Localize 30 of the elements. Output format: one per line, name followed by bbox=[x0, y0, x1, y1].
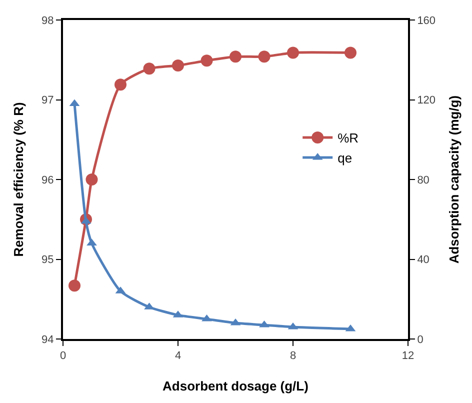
y-axis-title: Removal efficiency (% R) bbox=[11, 102, 26, 257]
y2-tick-label: 0 bbox=[417, 334, 424, 346]
y-tick-label: 94 bbox=[42, 334, 54, 346]
x-tick-label: 12 bbox=[402, 350, 414, 362]
legend-label: %R bbox=[338, 130, 359, 146]
legend-label: qe bbox=[338, 150, 352, 166]
point bbox=[86, 174, 98, 186]
point bbox=[258, 50, 270, 63]
point bbox=[68, 280, 80, 292]
point bbox=[86, 238, 97, 246]
x-tick-label: 4 bbox=[174, 350, 182, 362]
y2-tick-label: 160 bbox=[417, 14, 436, 27]
y2-tick-label: 120 bbox=[417, 94, 436, 107]
x-tick-label: 0 bbox=[60, 350, 66, 362]
x-tick-label: 8 bbox=[290, 350, 296, 362]
point bbox=[200, 54, 213, 67]
y-tick-label: 97 bbox=[42, 94, 54, 107]
point bbox=[114, 78, 126, 91]
point bbox=[172, 59, 184, 72]
y2-axis-title: Adsorption capacity (mg/g) bbox=[446, 95, 462, 264]
y2-tick-label: 40 bbox=[417, 254, 430, 266]
point bbox=[287, 46, 299, 59]
y2-tick-label: 80 bbox=[417, 174, 430, 186]
point bbox=[143, 62, 156, 75]
point bbox=[344, 46, 356, 59]
x-axis-title: Adsorbent dosage (g/L) bbox=[162, 378, 308, 394]
y-tick-label: 98 bbox=[42, 14, 54, 27]
y-tick-label: 96 bbox=[42, 174, 54, 186]
point bbox=[230, 50, 242, 63]
y-tick-label: 95 bbox=[42, 254, 54, 266]
